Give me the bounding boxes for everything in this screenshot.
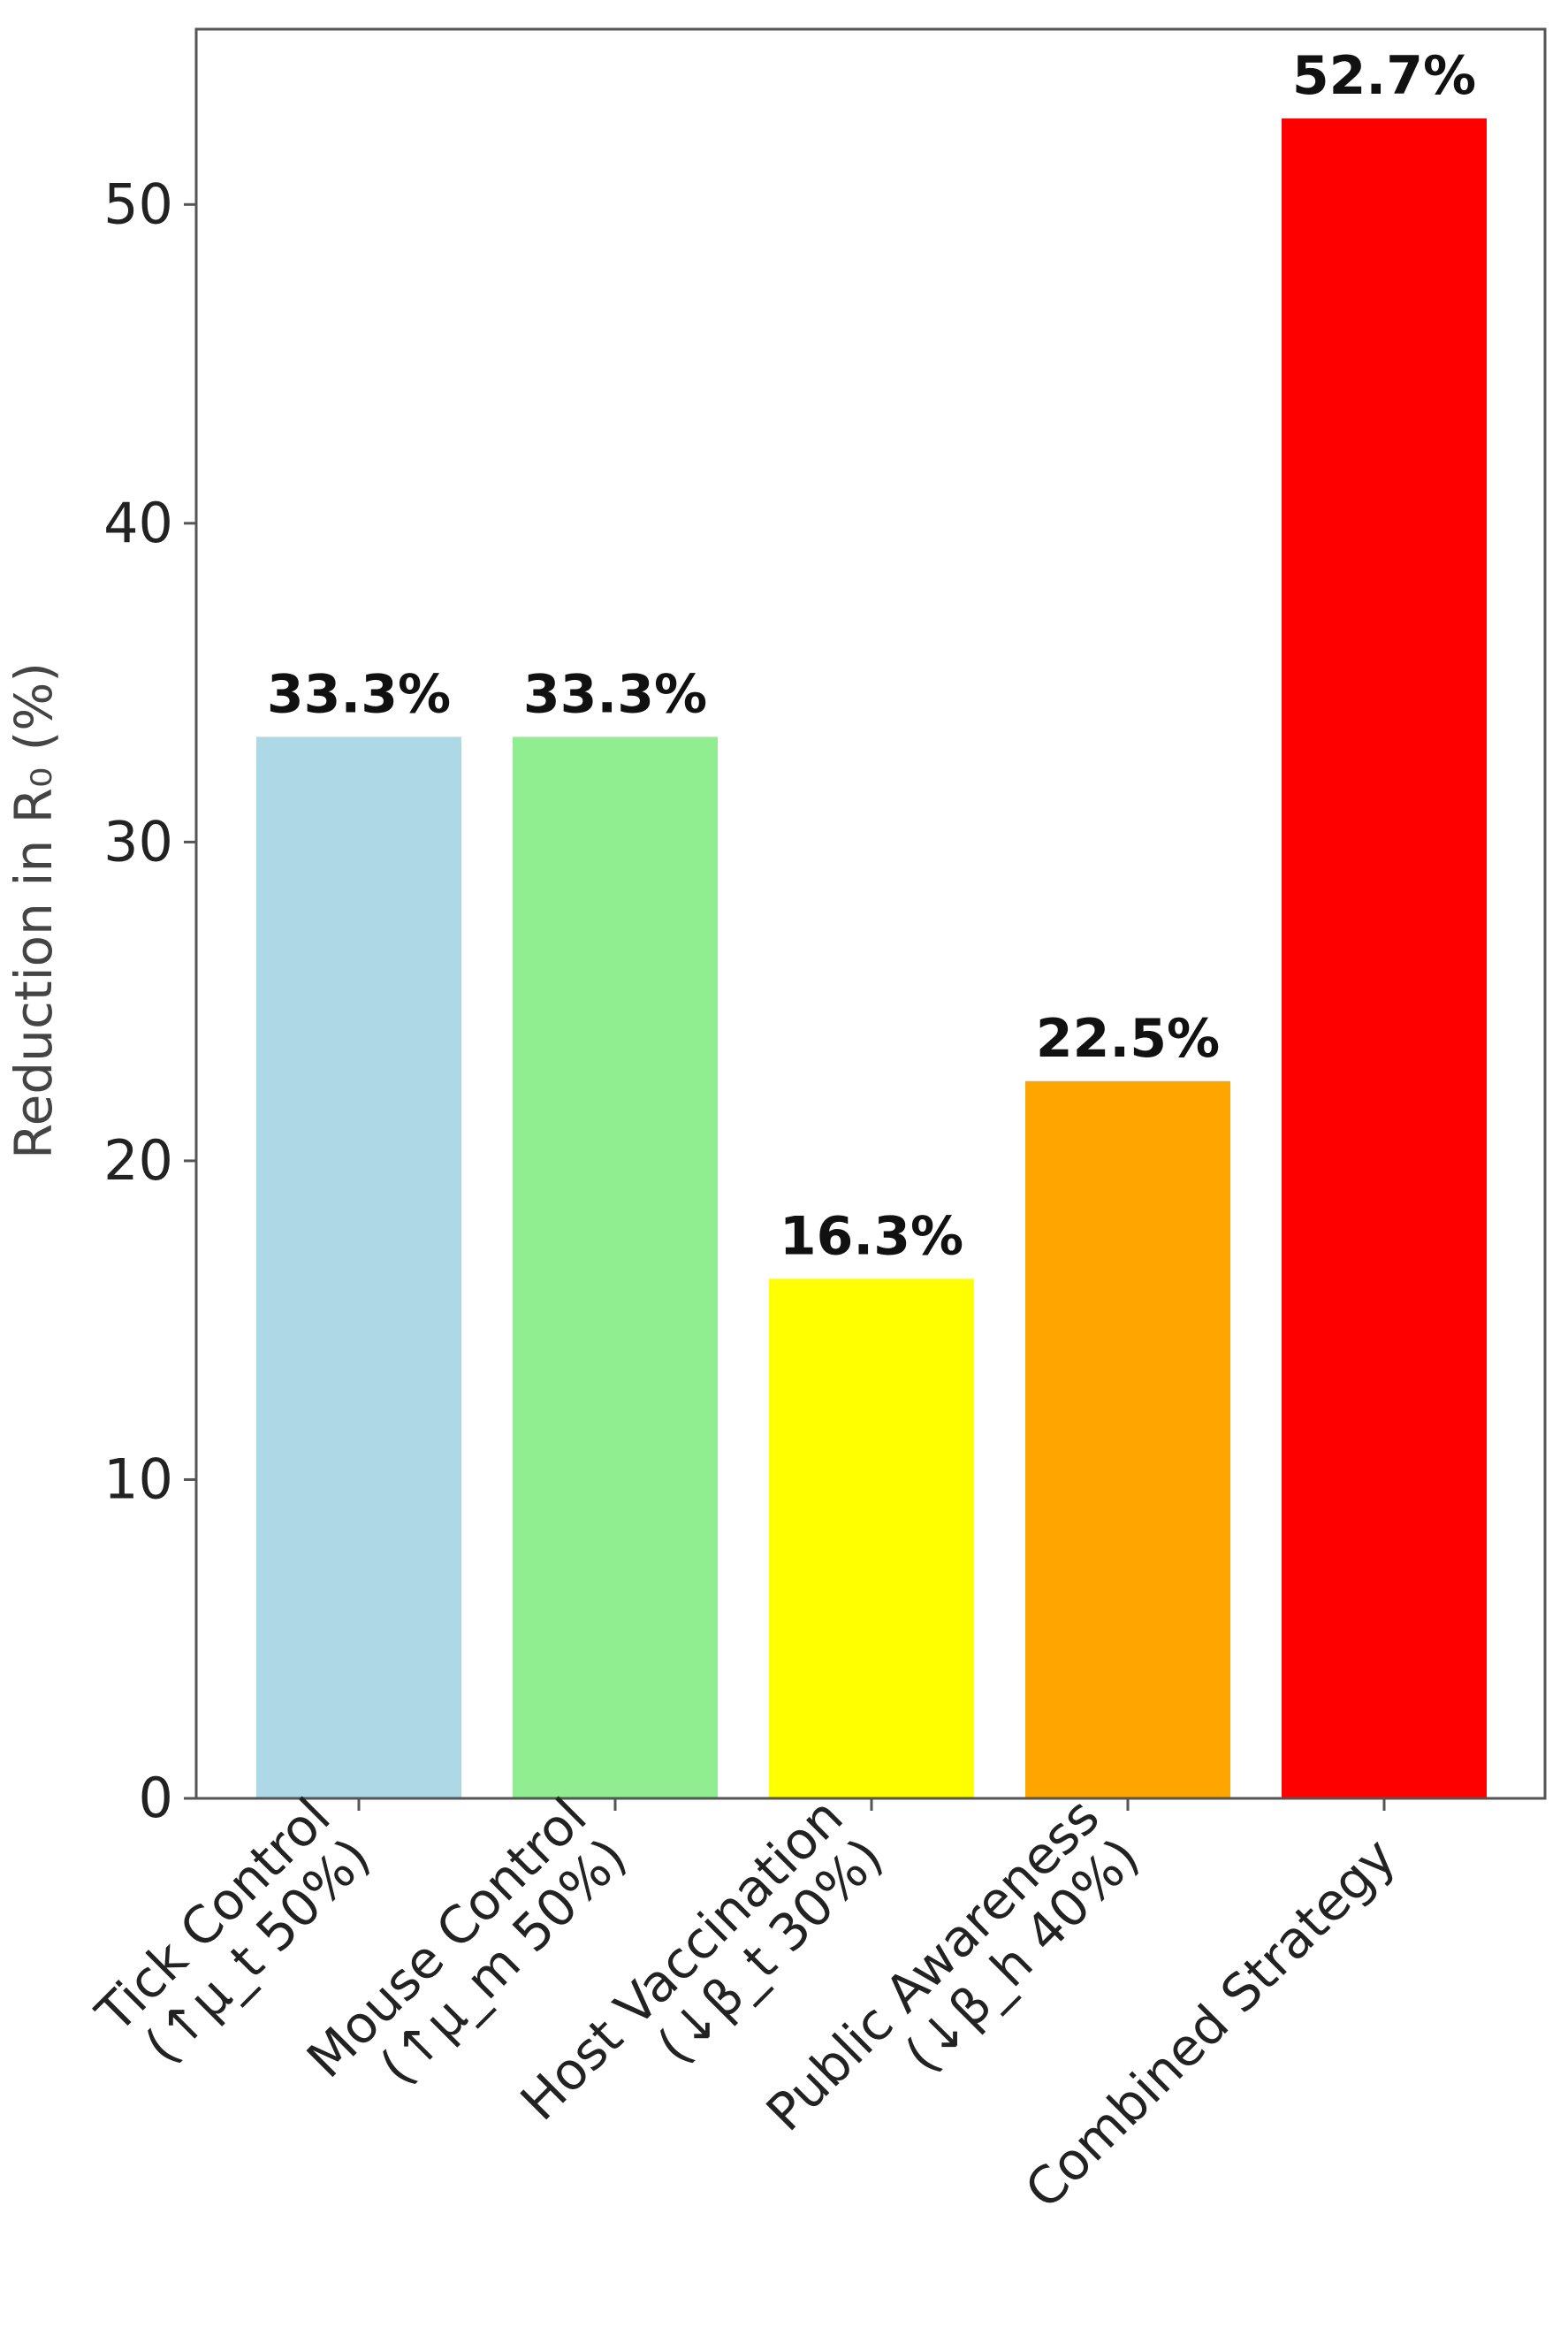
y-tick-label: 50 [103, 172, 173, 236]
data-label-2: 16.3% [780, 1205, 963, 1267]
y-tick-label: 20 [103, 1128, 173, 1193]
bars-layer [256, 118, 1487, 1798]
bar-2 [769, 1278, 974, 1798]
y-tick-label: 10 [103, 1446, 173, 1511]
bar-0 [256, 736, 461, 1798]
y-tick-label: 40 [103, 491, 173, 555]
bar-4 [1282, 118, 1487, 1798]
data-label-4: 52.7% [1292, 45, 1476, 107]
data-label-1: 33.3% [523, 663, 707, 725]
data-label-0: 33.3% [267, 663, 451, 725]
axes-layer: 0 10 20 30 40 50 [103, 27, 1547, 1830]
bar-1 [513, 736, 718, 1798]
data-label-3: 22.5% [1036, 1008, 1220, 1070]
y-tick-label: 0 [139, 1766, 173, 1830]
y-tick-label: 30 [103, 809, 173, 874]
y-axis-title: Reduction in R₀ (%) [4, 662, 64, 1159]
bar-3 [1025, 1080, 1230, 1798]
